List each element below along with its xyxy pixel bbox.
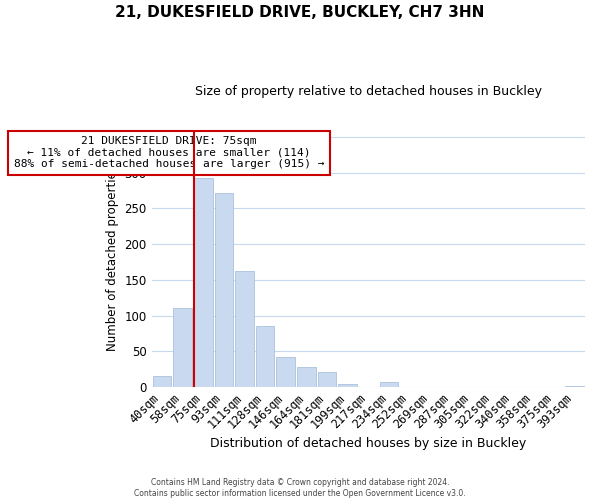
Bar bbox=[565, 386, 584, 387]
Text: 21, DUKESFIELD DRIVE, BUCKLEY, CH7 3HN: 21, DUKESFIELD DRIVE, BUCKLEY, CH7 3HN bbox=[115, 5, 485, 20]
Bar bbox=[152, 376, 171, 387]
Bar bbox=[297, 367, 316, 387]
Bar bbox=[256, 326, 274, 387]
Bar bbox=[380, 382, 398, 387]
Title: Size of property relative to detached houses in Buckley: Size of property relative to detached ho… bbox=[195, 85, 542, 98]
Text: Contains HM Land Registry data © Crown copyright and database right 2024.
Contai: Contains HM Land Registry data © Crown c… bbox=[134, 478, 466, 498]
Text: 21 DUKESFIELD DRIVE: 75sqm
← 11% of detached houses are smaller (114)
88% of sem: 21 DUKESFIELD DRIVE: 75sqm ← 11% of deta… bbox=[14, 136, 324, 170]
Bar bbox=[215, 194, 233, 387]
Bar bbox=[277, 357, 295, 387]
Y-axis label: Number of detached properties: Number of detached properties bbox=[106, 166, 119, 352]
X-axis label: Distribution of detached houses by size in Buckley: Distribution of detached houses by size … bbox=[210, 437, 526, 450]
Bar bbox=[338, 384, 357, 387]
Bar bbox=[194, 178, 212, 387]
Bar bbox=[318, 372, 337, 387]
Bar bbox=[235, 270, 254, 387]
Bar bbox=[173, 308, 192, 387]
